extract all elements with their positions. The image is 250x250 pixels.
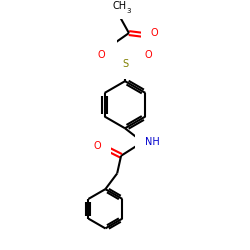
- Text: CH: CH: [112, 2, 126, 12]
- Text: O: O: [145, 50, 152, 60]
- Text: O: O: [150, 28, 158, 38]
- Text: NH: NH: [145, 137, 160, 147]
- Text: O: O: [98, 50, 105, 60]
- Text: S: S: [122, 60, 128, 70]
- Text: O: O: [94, 141, 102, 151]
- Text: HN: HN: [92, 40, 107, 50]
- Text: 3: 3: [126, 8, 130, 14]
